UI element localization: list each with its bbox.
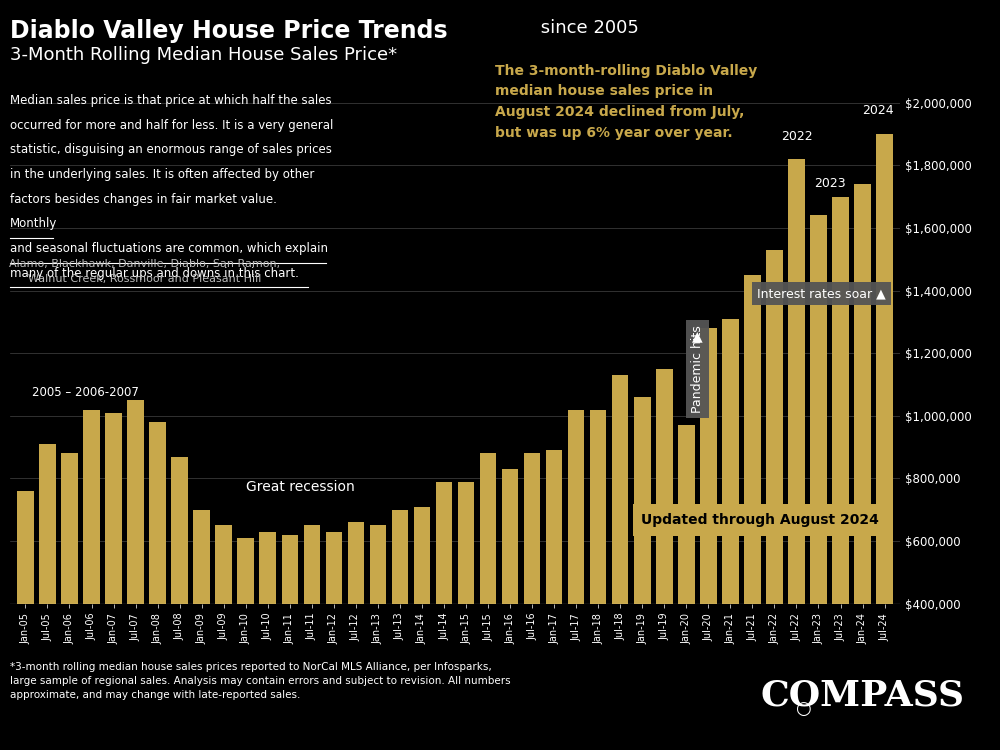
Bar <box>700 328 717 729</box>
Text: COMPASS: COMPASS <box>760 679 964 712</box>
Text: Interest rates soar ▲: Interest rates soar ▲ <box>757 287 886 300</box>
Text: many of the regular ups and downs in this chart.: many of the regular ups and downs in thi… <box>10 267 299 280</box>
Text: statistic, disguising an enormous range of sales prices: statistic, disguising an enormous range … <box>10 143 332 156</box>
Bar <box>656 369 673 729</box>
Text: ▲: ▲ <box>692 330 703 344</box>
Text: 2005 – 2006-2007: 2005 – 2006-2007 <box>32 386 139 398</box>
Bar <box>634 397 651 729</box>
Bar <box>546 450 562 729</box>
Text: Alamo, Blackhawk, Danville, Diablo, San Ramon,
Walnut Creek, Rossmoor and Pleasa: Alamo, Blackhawk, Danville, Diablo, San … <box>9 259 281 284</box>
Bar <box>480 454 496 729</box>
Text: Monthly: Monthly <box>10 217 57 230</box>
Text: and seasonal fluctuations are common, which explain: and seasonal fluctuations are common, wh… <box>10 242 328 255</box>
Bar <box>678 425 695 729</box>
Bar <box>326 532 342 729</box>
Bar <box>304 526 320 729</box>
Bar <box>568 410 584 729</box>
Bar <box>810 215 827 729</box>
Bar <box>436 482 452 729</box>
Bar <box>39 444 56 729</box>
Text: Diablo Valley House Price Trends: Diablo Valley House Price Trends <box>10 19 448 43</box>
Text: 3-Month Rolling Median House Sales Price*: 3-Month Rolling Median House Sales Price… <box>10 46 397 64</box>
Bar <box>414 507 430 729</box>
Bar <box>149 422 166 729</box>
Text: *3-month rolling median house sales prices reported to NorCal MLS Alliance, per : *3-month rolling median house sales pric… <box>10 662 511 700</box>
Text: factors besides changes in fair market value.: factors besides changes in fair market v… <box>10 193 277 206</box>
Text: The 3-month-rolling Diablo Valley
median house sales price in
August 2024 declin: The 3-month-rolling Diablo Valley median… <box>495 64 757 140</box>
Text: ○: ○ <box>795 700 811 718</box>
Text: 2023: 2023 <box>814 177 845 190</box>
Bar <box>61 454 78 729</box>
Bar <box>854 184 871 729</box>
Bar <box>259 532 276 729</box>
Bar <box>105 413 122 729</box>
Bar <box>876 134 893 729</box>
Bar <box>127 400 144 729</box>
Bar <box>83 410 100 729</box>
Bar <box>237 538 254 729</box>
FancyBboxPatch shape <box>633 503 887 536</box>
Text: Pandemic hits: Pandemic hits <box>691 325 704 413</box>
Bar <box>612 375 628 729</box>
Bar <box>524 454 540 729</box>
Bar <box>832 196 849 729</box>
Text: in the underlying sales. It is often affected by other: in the underlying sales. It is often aff… <box>10 168 314 181</box>
Bar <box>744 274 761 729</box>
Text: 2022: 2022 <box>781 130 812 143</box>
Bar <box>215 526 232 729</box>
Bar <box>348 522 364 729</box>
Bar <box>766 250 783 729</box>
Bar <box>282 535 298 729</box>
Text: 2024: 2024 <box>862 104 894 117</box>
Text: since 2005: since 2005 <box>535 19 639 37</box>
Bar <box>458 482 474 729</box>
Bar <box>370 526 386 729</box>
Text: Great recession: Great recession <box>246 480 354 494</box>
Bar <box>590 410 606 729</box>
Bar <box>171 457 188 729</box>
Bar <box>193 510 210 729</box>
Text: Updated through August 2024: Updated through August 2024 <box>641 513 879 527</box>
Bar <box>722 319 739 729</box>
Text: occurred for more and half for less. It is a very general: occurred for more and half for less. It … <box>10 118 333 131</box>
Bar <box>502 469 518 729</box>
Text: Median sales price is that price at which half the sales: Median sales price is that price at whic… <box>10 94 332 106</box>
Bar <box>392 510 408 729</box>
Bar <box>788 159 805 729</box>
Bar <box>17 491 34 729</box>
